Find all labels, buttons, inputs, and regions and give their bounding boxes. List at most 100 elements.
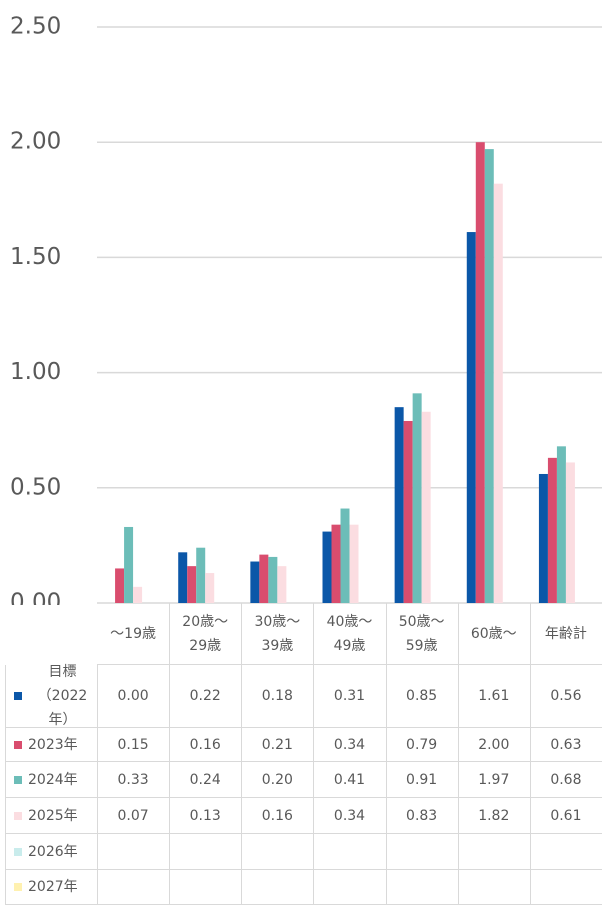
bar <box>475 142 485 603</box>
cell-text: 1.82 <box>478 807 510 824</box>
legend-entry: 2023年 <box>5 728 98 762</box>
legend-swatch <box>14 883 22 891</box>
table-cell: 0.16 <box>169 728 243 762</box>
table-cell: 0.56 <box>529 665 602 728</box>
bar <box>466 232 476 603</box>
cell-text: 0.68 <box>550 771 582 788</box>
cell-text: 0.00 <box>117 688 149 704</box>
legend-label: 2026年 <box>28 843 78 860</box>
table-cell <box>313 870 387 905</box>
x-tick-label: 50歳～ 59歳 <box>385 603 459 665</box>
table-cell: 0.13 <box>169 798 243 834</box>
cell-text: 0.79 <box>406 736 438 753</box>
table-cell: 2.00 <box>457 728 531 762</box>
cell-text: 0.83 <box>406 807 438 824</box>
table-cell <box>241 870 315 905</box>
cell-text: 0.21 <box>261 736 293 753</box>
bar <box>268 556 278 603</box>
bar <box>340 508 350 603</box>
legend-label: 2025年 <box>28 807 78 824</box>
legend-swatch <box>14 775 22 784</box>
cell-text: 2.00 <box>478 736 510 753</box>
cell-text: 0.33 <box>117 771 149 788</box>
table-cell <box>97 834 171 870</box>
cell-text: 50歳～ 59歳 <box>398 613 445 654</box>
bar <box>421 411 431 603</box>
bar <box>349 524 359 603</box>
legend-entry: 2025年 <box>5 798 98 834</box>
table-cell <box>529 834 602 870</box>
bar <box>412 393 422 603</box>
cell-text: 60歳～ <box>470 625 517 642</box>
bar <box>187 566 197 603</box>
legend-entry: 2024年 <box>5 762 98 798</box>
legend-label: 2023年 <box>28 736 78 753</box>
bar <box>484 149 494 603</box>
bar <box>403 420 413 603</box>
table-cell: 0.63 <box>529 728 602 762</box>
table-cell <box>457 870 531 905</box>
x-tick-label: 40歳～ 49歳 <box>313 603 387 665</box>
table-cell <box>385 834 459 870</box>
y-tick-label: 0.50 <box>10 474 61 500</box>
table-cell: 0.41 <box>313 762 387 798</box>
legend-swatch <box>14 847 22 856</box>
bar <box>565 462 575 603</box>
table-cell <box>385 870 459 905</box>
bar <box>547 457 557 603</box>
cell-text: 0.18 <box>261 688 293 704</box>
table-cell <box>313 834 387 870</box>
legend-swatch <box>14 811 22 820</box>
table-cell <box>529 870 602 905</box>
legend-label: 2027年 <box>28 879 78 895</box>
cell-text: 1.61 <box>478 688 510 704</box>
table-cell <box>169 870 243 905</box>
bar <box>331 524 341 603</box>
table-cell: 0.21 <box>241 728 315 762</box>
table-cell <box>241 834 315 870</box>
cell-text: 0.31 <box>333 688 366 704</box>
cell-text: 30歳～ 39歳 <box>254 613 301 654</box>
cell-text: 0.61 <box>550 807 582 824</box>
table-cell: 0.83 <box>385 798 459 834</box>
table-cell: 0.79 <box>385 728 459 762</box>
bar <box>493 183 503 603</box>
bar <box>115 568 125 603</box>
y-tick-label: 0.00 <box>10 590 61 606</box>
chart: 0.00 0.50 1.00 1.50 2.00 2.50 <box>10 14 602 606</box>
cell-text: 0.56 <box>550 688 582 704</box>
bar <box>259 554 269 603</box>
table-cell: 1.97 <box>457 762 531 798</box>
legend-swatch <box>14 692 22 700</box>
table-cell: 0.07 <box>97 798 171 834</box>
cell-text: 0.34 <box>333 807 366 824</box>
cell-text: 0.16 <box>189 736 221 753</box>
cell-text: 0.13 <box>189 807 221 824</box>
bar <box>250 561 260 603</box>
table-cell: 0.22 <box>169 665 243 728</box>
cell-text: 1.97 <box>478 771 510 788</box>
cell-text: 20歳～ 29歳 <box>182 613 229 654</box>
legend-entry: 2026年 <box>5 834 98 870</box>
cell-text: 0.34 <box>333 736 366 753</box>
x-tick-label: 30歳～ 39歳 <box>241 603 315 665</box>
bar <box>205 573 215 603</box>
table-cell: 0.34 <box>313 798 387 834</box>
cell-text: 0.20 <box>261 771 293 788</box>
y-tick-label: 2.00 <box>10 129 61 155</box>
legend-entry: 目標 （2022年） <box>5 664 98 728</box>
table-cell: 0.34 <box>313 728 387 762</box>
table-cell: 0.91 <box>385 762 459 798</box>
table-cell: 1.61 <box>457 665 531 728</box>
y-tick-label: 2.50 <box>10 14 61 40</box>
x-tick-label: 年齢計 <box>529 603 602 665</box>
bar <box>556 446 566 603</box>
table-cell: 0.61 <box>529 798 602 834</box>
cell-text: 0.15 <box>117 736 149 753</box>
legend-label: 目標 （2022年） <box>37 664 88 728</box>
bar <box>133 586 143 603</box>
table-cell: 0.15 <box>97 728 171 762</box>
bar <box>394 407 404 603</box>
bar <box>277 566 287 603</box>
